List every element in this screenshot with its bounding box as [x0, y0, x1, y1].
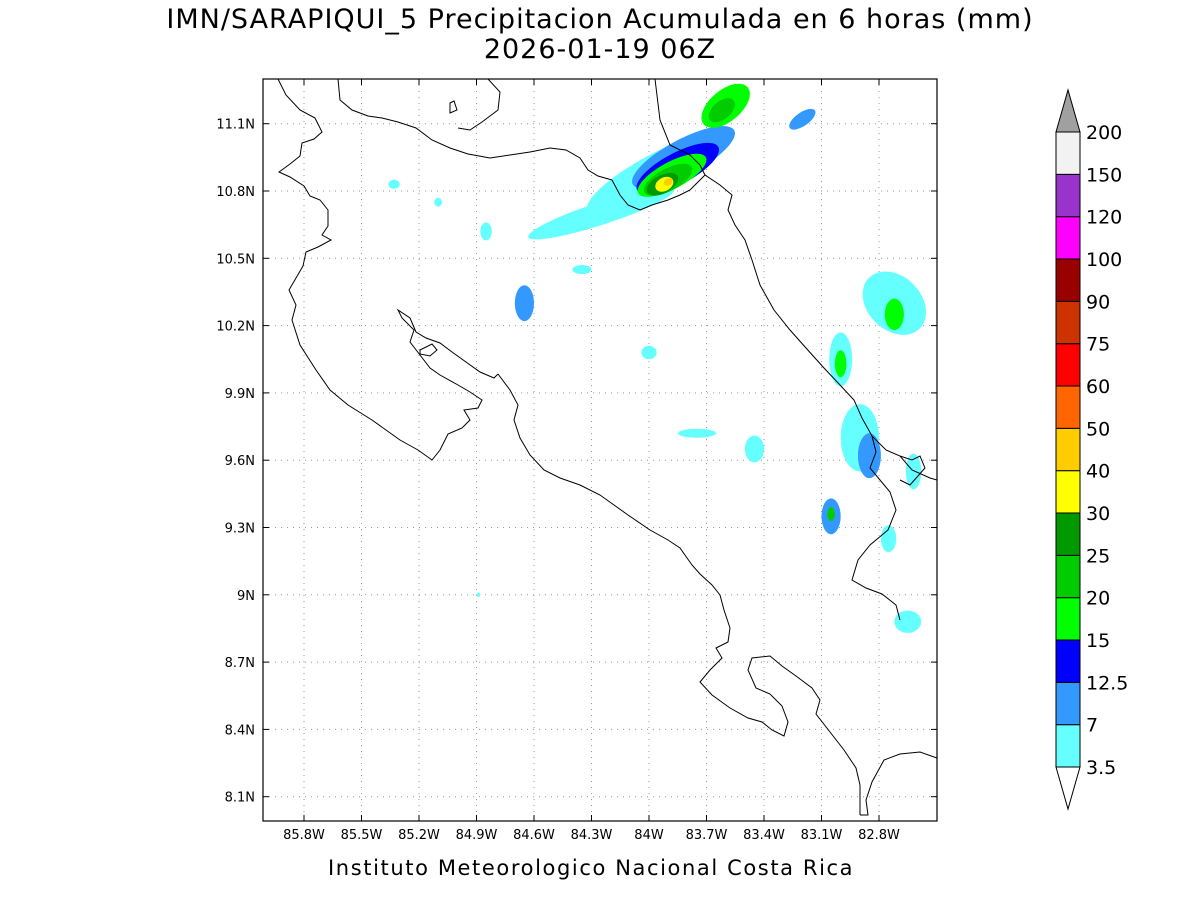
lon-tick-label: 85.8W	[283, 828, 325, 843]
precip-cell	[834, 350, 847, 378]
colorbar-swatch	[1055, 216, 1081, 260]
colorbar-label: 40	[1086, 461, 1110, 483]
precip-cell	[894, 610, 922, 633]
colorbar-label: 200	[1086, 122, 1122, 144]
lon-tick-label: 83.7W	[686, 828, 728, 843]
lon-tick-label: 83.1W	[801, 828, 843, 843]
precip-cell	[641, 345, 657, 360]
precip-cell	[572, 265, 592, 275]
northern-coast	[457, 79, 501, 131]
colorbar-swatch	[1055, 300, 1081, 345]
colorbar-label: 150	[1086, 164, 1122, 186]
lon-tick-label: 84.6W	[513, 828, 555, 843]
caribbean-coast	[654, 79, 937, 481]
colorbar-swatch	[1055, 681, 1081, 726]
panama-border	[851, 435, 901, 621]
lon-tick-label: 85.5W	[341, 828, 383, 843]
precip-cell	[480, 222, 492, 241]
colorbar-max-arrow	[1055, 88, 1081, 133]
colorbar-swatch	[1055, 258, 1081, 302]
map-ticks: 11.1N 10.8N 10.5N 10.2N 9.9N 9.6N 9.3N 9N 8.7N 8.…	[216, 79, 937, 843]
lat-tick-label: 10.5N	[216, 252, 255, 267]
colorbar-swatch	[1055, 343, 1081, 387]
lat-tick-label: 10.2N	[216, 320, 255, 335]
precip-field	[388, 83, 927, 633]
colorbar-label: 12.5	[1086, 672, 1128, 694]
lat-tick-label: 8.4N	[225, 723, 255, 738]
precip-cell	[476, 592, 481, 598]
lon-tick-label: 84W	[634, 828, 664, 843]
precip-cell	[905, 453, 922, 490]
footer-credit: Instituto Meteorologico Nacional Costa R…	[328, 856, 855, 880]
plot-frame	[262, 78, 938, 822]
colorbar-label: 7	[1086, 715, 1098, 737]
colorbar-label: 25	[1086, 545, 1110, 567]
lon-tick-label: 85.2W	[398, 828, 440, 843]
colorbar-swatch	[1055, 639, 1081, 683]
precip-cell	[663, 178, 673, 186]
colorbar-swatch	[1055, 597, 1081, 641]
lat-tick-label: 8.7N	[225, 656, 255, 671]
lat-tick-label: 11.1N	[216, 118, 255, 133]
coastlines-borders	[277, 79, 937, 816]
pacific-coast-central	[497, 373, 861, 815]
colorbar-label: 30	[1086, 503, 1110, 525]
precip-cell	[514, 285, 535, 322]
colorbar-label: 20	[1086, 588, 1110, 610]
colorbar-swatch	[1055, 427, 1081, 472]
precip-cell	[827, 507, 835, 521]
colorbar-swatch	[1055, 385, 1081, 429]
colorbar-label: 120	[1086, 207, 1122, 229]
panama-caribbean	[899, 455, 926, 486]
precip-cell	[857, 433, 881, 479]
precip-cell	[708, 98, 735, 123]
lon-tick-label: 84.9W	[456, 828, 498, 843]
colorbar-label: 90	[1086, 291, 1110, 313]
precip-cell	[744, 435, 765, 463]
colorbar-min-arrow	[1055, 766, 1081, 811]
colorbar-label: 75	[1086, 334, 1110, 356]
colorbar-label: 50	[1086, 418, 1110, 440]
cr-nicaragua-border	[611, 174, 706, 211]
chart-subtitle: 2026-01-19 06Z	[483, 34, 717, 65]
lake-nicaragua-shore	[337, 79, 613, 181]
colorbar-swatch	[1055, 724, 1081, 768]
colorbar-label: 60	[1086, 376, 1110, 398]
osa-peninsula-tip	[860, 751, 937, 816]
lat-tick-label: 9.3N	[225, 522, 255, 537]
lon-tick-label: 82.8W	[858, 828, 900, 843]
lat-tick-label: 9.6N	[225, 454, 255, 469]
lat-tick-label: 8.1N	[225, 791, 255, 806]
chart-title: IMN/SARAPIQUI_5 Precipitacion Acumulada …	[166, 4, 1034, 35]
nicoya-gulf-island	[419, 343, 438, 357]
colorbar: 3.5 7 12.5 15 20 25 30 40 50 60 75 90 100 120 150 200	[1055, 88, 1128, 811]
precip-cell	[789, 108, 816, 130]
lon-tick-label: 84.3W	[571, 828, 613, 843]
lake-island	[449, 100, 458, 114]
pacific-coast-guanacaste	[288, 265, 499, 461]
precip-cell	[880, 525, 897, 553]
precip-cell	[677, 428, 717, 438]
lat-tick-label: 9.9N	[225, 387, 255, 402]
lat-tick-label: 9N	[237, 589, 255, 604]
colorbar-swatch	[1055, 470, 1081, 514]
colorbar-swatch	[1055, 173, 1081, 218]
colorbar-swatch	[1055, 554, 1081, 599]
colorbar-label: 15	[1086, 630, 1110, 652]
precip-cell	[528, 187, 675, 240]
colorbar-swatch	[1055, 131, 1081, 175]
map-gridlines	[263, 79, 937, 821]
precip-cell	[434, 197, 442, 207]
colorbar-label: 100	[1086, 249, 1122, 271]
lat-tick-label: 10.8N	[216, 185, 255, 200]
colorbar-swatch	[1055, 512, 1081, 556]
nicaragua-pacific-coast	[277, 79, 333, 267]
precip-cell	[884, 298, 904, 331]
lon-tick-label: 83.4W	[743, 828, 785, 843]
precip-cell	[388, 179, 400, 189]
colorbar-label: 3.5	[1086, 757, 1116, 779]
